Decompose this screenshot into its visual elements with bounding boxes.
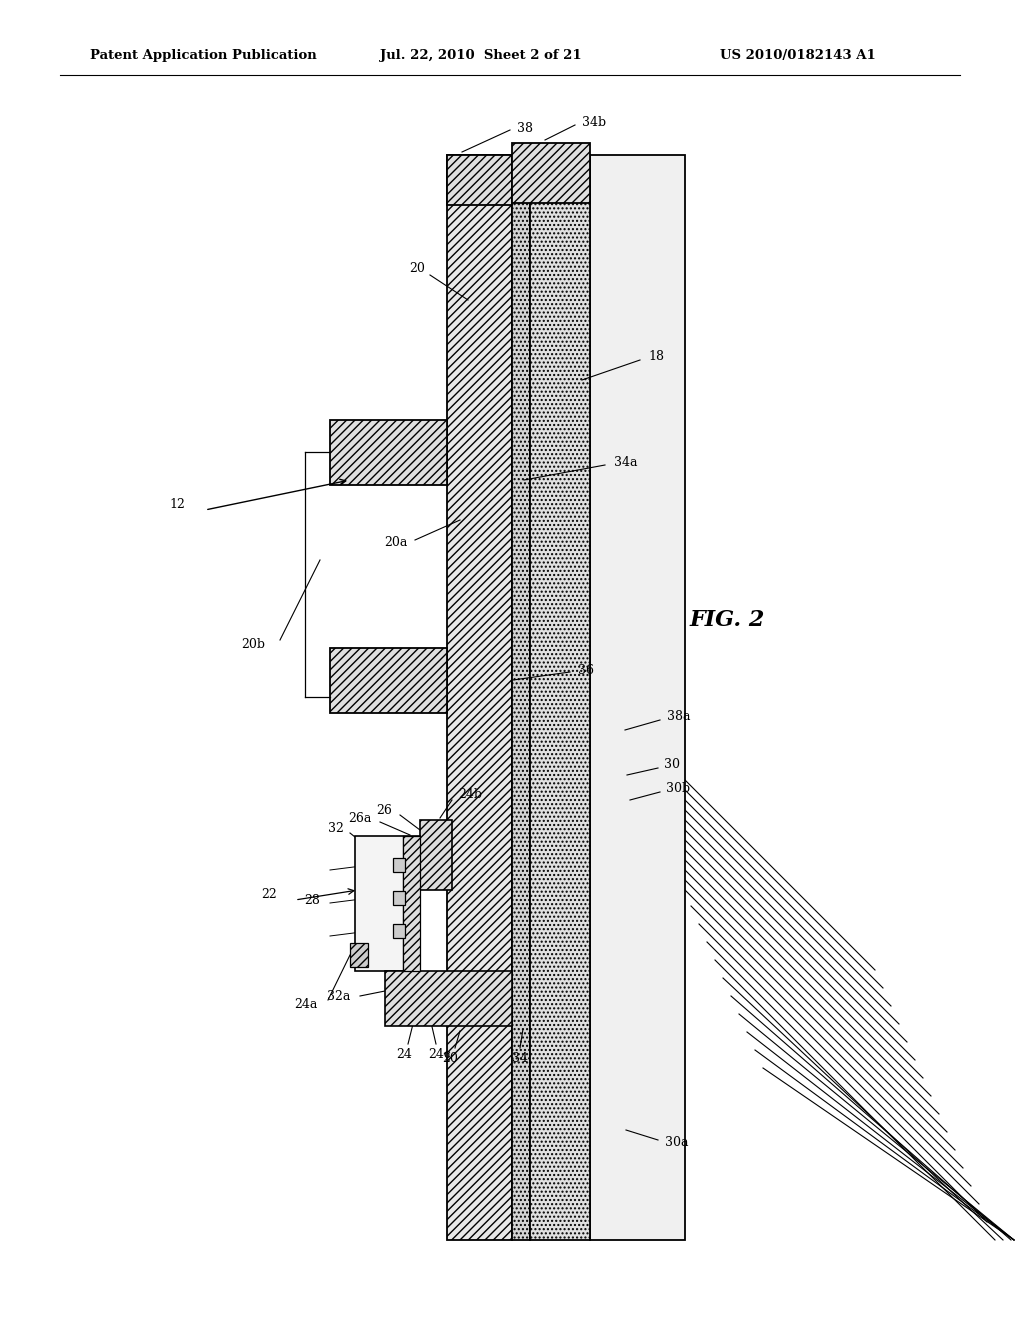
Text: 36: 36 (578, 664, 594, 676)
Text: 20: 20 (442, 1052, 458, 1065)
Text: 30: 30 (664, 759, 680, 771)
Bar (403, 836, 420, 972)
Bar (512, 154, 530, 1239)
Text: 24c: 24c (429, 1048, 452, 1061)
Bar (393, 858, 406, 873)
Text: 18: 18 (648, 350, 664, 363)
Text: 26: 26 (376, 804, 392, 817)
Text: Patent Application Publication: Patent Application Publication (90, 49, 316, 62)
Text: 24: 24 (396, 1048, 412, 1061)
Bar (385, 972, 512, 1026)
Text: 32a: 32a (327, 990, 350, 1002)
Bar (355, 836, 420, 972)
Text: 30a: 30a (665, 1137, 688, 1150)
Text: 30b: 30b (666, 783, 690, 796)
Bar (512, 143, 590, 203)
Text: 32: 32 (328, 821, 344, 834)
Text: 34: 34 (512, 1052, 528, 1065)
Text: FIG. 2: FIG. 2 (690, 609, 765, 631)
Text: 20: 20 (410, 261, 425, 275)
Text: US 2010/0182143 A1: US 2010/0182143 A1 (720, 49, 876, 62)
Text: 34b: 34b (582, 116, 606, 129)
Text: Jul. 22, 2010  Sheet 2 of 21: Jul. 22, 2010 Sheet 2 of 21 (380, 49, 582, 62)
Text: 12: 12 (169, 499, 185, 511)
Text: 24a: 24a (295, 998, 318, 1011)
Bar (420, 820, 452, 890)
Bar (330, 648, 447, 713)
Text: 26a: 26a (348, 812, 372, 825)
Bar (393, 891, 406, 906)
Text: 38: 38 (517, 121, 534, 135)
Text: 20a: 20a (385, 536, 408, 549)
Bar (530, 154, 590, 1239)
Bar (350, 942, 368, 968)
Text: 28: 28 (304, 894, 319, 907)
Text: 38a: 38a (667, 710, 690, 723)
Text: 24b: 24b (458, 788, 482, 801)
Text: 22: 22 (261, 888, 278, 902)
Bar (447, 154, 512, 1239)
Bar (447, 154, 512, 205)
Bar (393, 924, 406, 939)
Text: 34a: 34a (614, 455, 638, 469)
Bar (590, 154, 685, 1239)
Text: 20b: 20b (241, 639, 265, 652)
Bar (330, 420, 447, 484)
